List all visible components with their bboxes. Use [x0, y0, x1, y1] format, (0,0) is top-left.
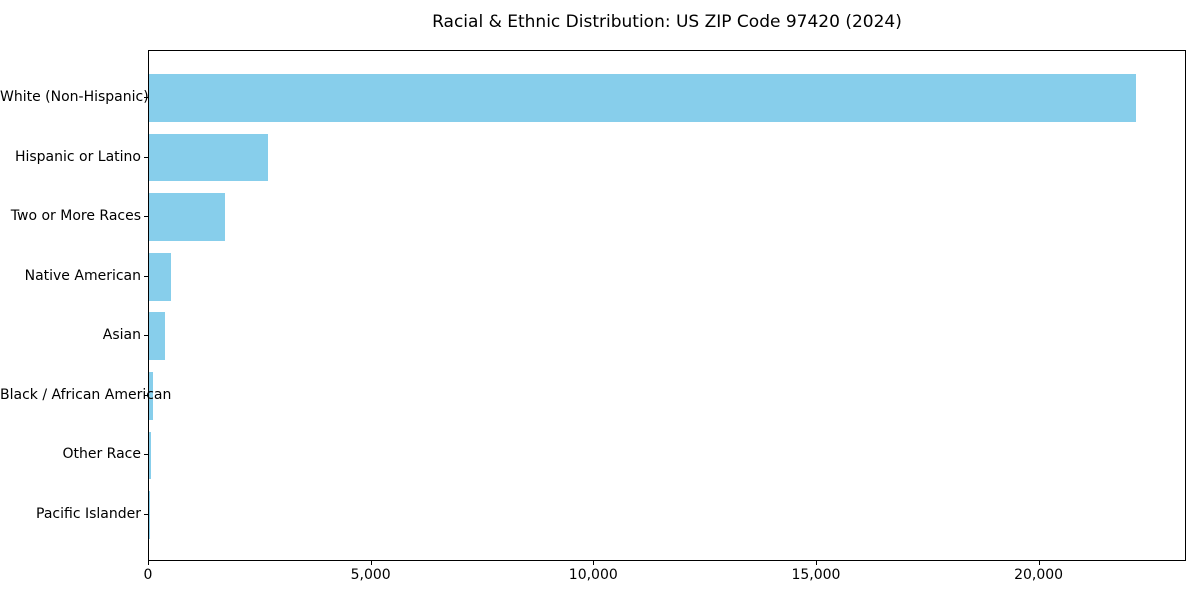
x-tick-label: 15,000 — [791, 567, 841, 583]
x-tick-mark — [148, 561, 149, 565]
bar — [149, 193, 225, 241]
y-tick-mark — [144, 454, 148, 456]
x-tick-mark — [1038, 561, 1040, 565]
chart-title: Racial & Ethnic Distribution: US ZIP Cod… — [432, 12, 902, 32]
y-tick-label: White (Non-Hispanic) — [0, 89, 149, 106]
bars-layer — [149, 51, 1185, 560]
bar — [149, 74, 1136, 122]
y-tick-label: Pacific Islander — [36, 505, 141, 522]
y-tick-label: Asian — [102, 327, 141, 344]
y-tick-mark — [144, 97, 148, 99]
x-tick-label: 5,000 — [350, 567, 391, 583]
bar — [149, 252, 172, 301]
x-tick-label: 10,000 — [568, 567, 618, 583]
y-tick-label: Native American — [24, 267, 141, 284]
y-tick-mark — [144, 156, 148, 158]
y-tick-label: Other Race — [62, 446, 141, 463]
x-tick-mark — [593, 561, 595, 565]
x-tick-label: 20,000 — [1014, 567, 1064, 583]
bar — [149, 312, 165, 361]
y-tick-mark — [144, 275, 148, 277]
x-tick-mark — [815, 561, 817, 565]
plot-area — [148, 50, 1186, 561]
y-tick-mark — [144, 513, 148, 515]
y-tick-mark — [144, 335, 148, 337]
y-tick-label: Two or More Races — [10, 208, 141, 225]
x-tick-mark — [370, 561, 372, 565]
y-tick-label: Black / African American — [0, 386, 172, 403]
bar — [149, 372, 153, 420]
y-tick-mark — [144, 216, 148, 218]
bar — [149, 133, 269, 182]
x-tick-label: 0 — [143, 567, 153, 583]
y-tick-mark — [144, 394, 148, 396]
bar — [149, 431, 152, 480]
y-tick-label: Hispanic or Latino — [14, 148, 141, 165]
